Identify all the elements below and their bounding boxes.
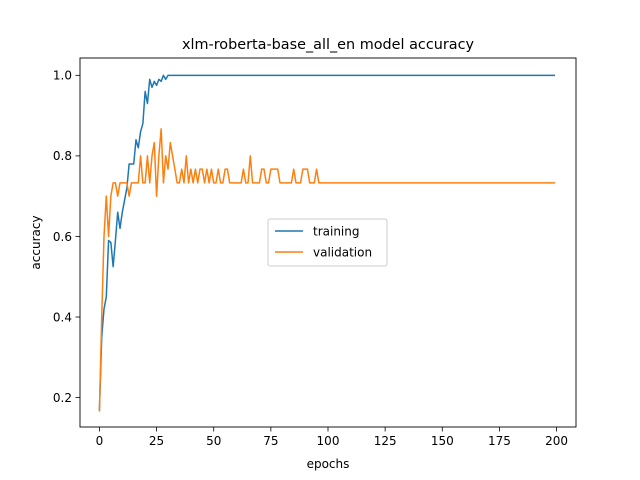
y-tick-label: 0.4 [53,310,72,324]
legend-validation-label: validation [313,246,372,260]
x-tick-label: 75 [263,434,278,448]
series-validation-line [98,128,556,412]
y-tick-label: 0.6 [53,230,72,244]
x-axis-ticks: 0 25 50 75 100 125 150 175 200 [96,427,568,448]
x-tick-label: 150 [431,434,454,448]
series-layer [98,74,556,412]
y-tick-label: 0.8 [53,149,72,163]
x-tick-label: 125 [374,434,397,448]
y-axis-ticks: 0.2 0.4 0.6 0.8 1.0 [53,69,80,405]
y-axis-label: accuracy [29,215,43,269]
series-training-line [98,74,556,411]
x-tick-label: 200 [545,434,568,448]
chart-title: xlm-roberta-base_all_en model accuracy [182,37,475,53]
legend: training validation [267,218,388,267]
x-tick-label: 50 [206,434,221,448]
x-tick-label: 0 [96,434,104,448]
x-axis-label: epochs [307,457,350,471]
y-tick-label: 0.2 [53,391,72,405]
x-tick-label: 175 [488,434,511,448]
x-tick-label: 25 [149,434,164,448]
y-tick-label: 1.0 [53,69,72,83]
legend-training-label: training [313,225,360,239]
x-tick-label: 100 [317,434,340,448]
